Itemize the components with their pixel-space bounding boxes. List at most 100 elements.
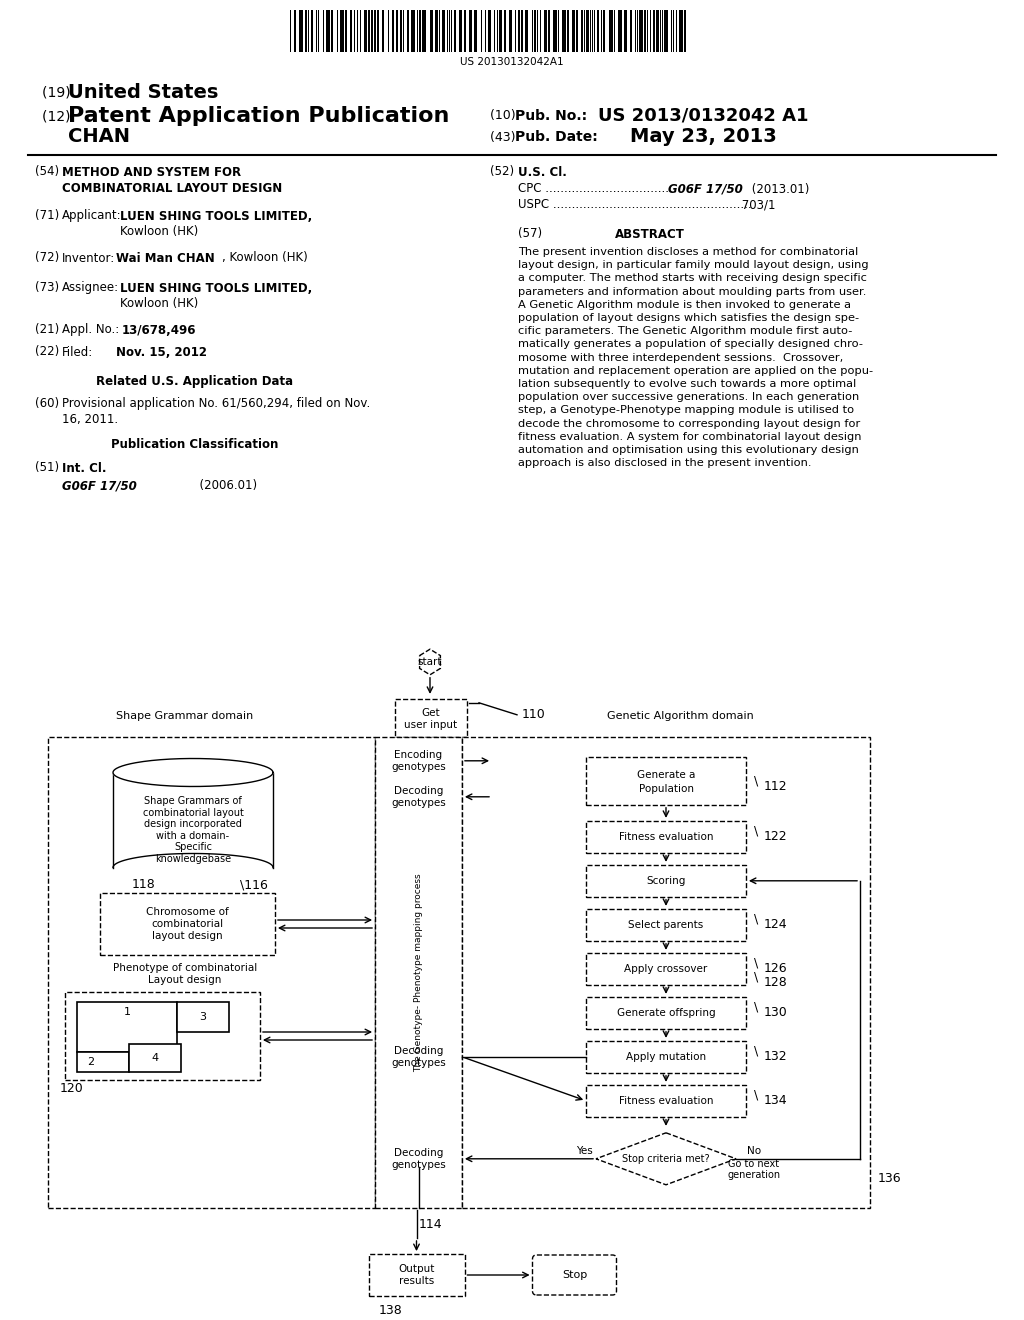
Text: Encoding: Encoding <box>394 750 442 760</box>
Text: 1: 1 <box>124 1007 130 1016</box>
Text: May 23, 2013: May 23, 2013 <box>630 128 777 147</box>
Text: 114: 114 <box>419 1217 442 1230</box>
Text: layout design, in particular family mould layout design, using: layout design, in particular family moul… <box>518 260 868 271</box>
Text: Provisional application No. 61/560,294, filed on Nov.: Provisional application No. 61/560,294, … <box>62 397 371 411</box>
Bar <box>382 11 384 51</box>
Text: Decoding: Decoding <box>394 1148 443 1158</box>
Bar <box>422 11 426 51</box>
Text: \: \ <box>754 1044 758 1057</box>
Bar <box>48 737 375 1208</box>
Text: Decoding: Decoding <box>394 785 443 796</box>
Text: 132: 132 <box>764 1051 787 1064</box>
Bar <box>395 698 467 737</box>
Text: US 2013/0132042 A1: US 2013/0132042 A1 <box>598 107 809 125</box>
Text: (73): (73) <box>35 281 59 294</box>
Text: Nov. 15, 2012: Nov. 15, 2012 <box>116 346 207 359</box>
Text: (22): (22) <box>35 346 59 359</box>
Text: Yes: Yes <box>575 1146 592 1156</box>
Text: METHOD AND SYSTEM FOR: METHOD AND SYSTEM FOR <box>62 165 241 178</box>
Text: Patent Application Publication: Patent Application Publication <box>68 106 450 125</box>
Text: Inventor:: Inventor: <box>62 252 116 264</box>
Text: Apply mutation: Apply mutation <box>626 1052 707 1061</box>
Text: (54): (54) <box>35 165 59 178</box>
Text: 16, 2011.: 16, 2011. <box>62 413 118 426</box>
Bar <box>375 737 462 1208</box>
Text: step, a Genotype-Phenotype mapping module is utilised to: step, a Genotype-Phenotype mapping modul… <box>518 405 854 416</box>
Text: matically generates a population of specially designed chro-: matically generates a population of spec… <box>518 339 863 350</box>
Bar <box>499 11 502 51</box>
Bar <box>624 11 627 51</box>
Bar <box>586 821 746 853</box>
Text: A Genetic Algorithm module is then invoked to generate a: A Genetic Algorithm module is then invok… <box>518 300 851 310</box>
Text: The present invention discloses a method for combinatorial: The present invention discloses a method… <box>518 247 858 257</box>
Text: Kowloon (HK): Kowloon (HK) <box>120 226 199 239</box>
Text: The Genotype- Phenotype mapping process: The Genotype- Phenotype mapping process <box>414 873 423 1072</box>
Bar <box>639 11 643 51</box>
Text: LUEN SHING TOOLS LIMITED,: LUEN SHING TOOLS LIMITED, <box>120 210 312 223</box>
Text: approach is also disclosed in the present invention.: approach is also disclosed in the presen… <box>518 458 811 469</box>
Text: \: \ <box>754 824 758 837</box>
Text: Wai Man CHAN: Wai Man CHAN <box>116 252 215 264</box>
Text: Kowloon (HK): Kowloon (HK) <box>120 297 199 310</box>
Bar <box>586 953 746 985</box>
Text: Decoding: Decoding <box>394 1045 443 1056</box>
Text: 3: 3 <box>200 1012 207 1022</box>
Text: Genetic Algorithm domain: Genetic Algorithm domain <box>606 710 754 721</box>
Bar <box>392 11 394 51</box>
Bar <box>581 11 583 51</box>
Text: mosome with three interdependent sessions.  Crossover,: mosome with three interdependent session… <box>518 352 843 363</box>
Bar <box>369 1254 465 1296</box>
Bar <box>77 1002 177 1052</box>
Bar <box>603 11 605 51</box>
Bar <box>364 11 367 51</box>
Text: Publication Classification: Publication Classification <box>112 437 279 450</box>
Text: Stop: Stop <box>562 1270 587 1280</box>
Text: parameters and information about moulding parts from user.: parameters and information about mouldin… <box>518 286 866 297</box>
Text: Scoring: Scoring <box>646 875 686 886</box>
Bar <box>400 11 402 51</box>
Text: a computer. The method starts with receiving design specific: a computer. The method starts with recei… <box>518 273 867 284</box>
Bar <box>305 11 307 51</box>
Text: Related U.S. Application Data: Related U.S. Application Data <box>96 375 294 388</box>
Text: 110: 110 <box>522 709 546 721</box>
Text: 120: 120 <box>60 1081 84 1094</box>
Bar <box>350 11 352 51</box>
Text: Shape Grammar domain: Shape Grammar domain <box>117 710 254 721</box>
Bar <box>586 997 746 1028</box>
Bar <box>664 11 668 51</box>
Text: COMBINATORIAL LAYOUT DESIGN: COMBINATORIAL LAYOUT DESIGN <box>62 181 283 194</box>
Bar <box>609 11 613 51</box>
Text: U.S. Cl.: U.S. Cl. <box>518 165 567 178</box>
Text: 703/1: 703/1 <box>738 198 775 211</box>
Text: Go to next: Go to next <box>728 1159 779 1168</box>
Text: 13/678,496: 13/678,496 <box>122 323 197 337</box>
Bar <box>430 11 433 51</box>
Text: generation: generation <box>727 1170 780 1180</box>
Text: \116: \116 <box>240 879 268 891</box>
Bar <box>544 11 547 51</box>
Text: \: \ <box>754 1001 758 1014</box>
Text: genotypes: genotypes <box>391 797 445 808</box>
Text: (2013.01): (2013.01) <box>748 182 809 195</box>
Bar <box>575 11 578 51</box>
Text: (60): (60) <box>35 397 59 411</box>
Text: Pub. No.:: Pub. No.: <box>515 110 587 123</box>
Bar <box>368 11 370 51</box>
Bar <box>462 737 870 1208</box>
Text: Apply crossover: Apply crossover <box>625 964 708 974</box>
Bar <box>562 11 566 51</box>
Bar <box>548 11 550 51</box>
Bar <box>407 11 409 51</box>
Bar <box>488 11 490 51</box>
Text: Pub. Date:: Pub. Date: <box>515 129 598 144</box>
Bar <box>586 908 746 941</box>
Text: \: \ <box>754 1088 758 1101</box>
Bar <box>586 1040 746 1073</box>
Bar <box>567 11 569 51</box>
Bar <box>459 11 462 51</box>
Bar <box>311 11 313 51</box>
Text: (51): (51) <box>35 462 59 474</box>
Bar <box>77 1052 129 1072</box>
Text: Generate a: Generate a <box>637 770 695 780</box>
Text: 118: 118 <box>131 879 155 891</box>
